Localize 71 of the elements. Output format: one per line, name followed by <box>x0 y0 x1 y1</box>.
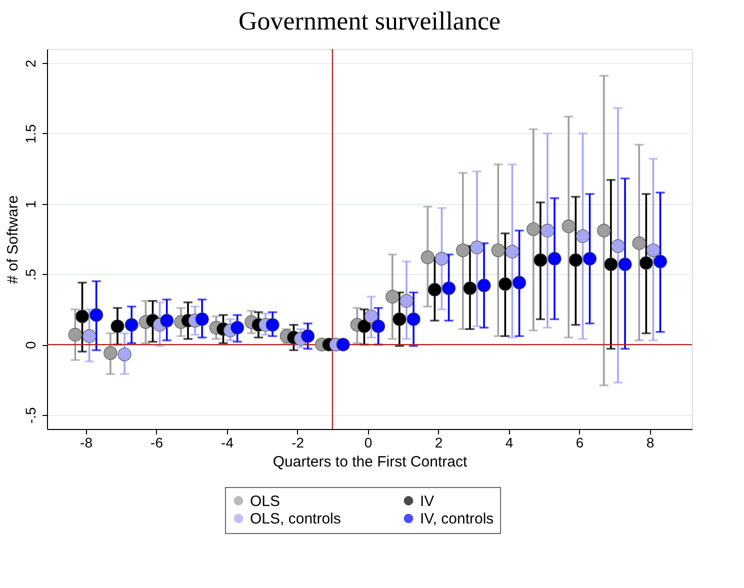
point <box>526 222 540 236</box>
point <box>386 290 400 304</box>
point <box>576 229 590 243</box>
point <box>434 252 449 266</box>
y-tick-label: 1.5 <box>22 124 38 144</box>
point <box>230 320 244 334</box>
y-tick-label: 2 <box>22 59 38 68</box>
y-tick-label: -.5 <box>22 407 38 424</box>
point <box>90 308 104 322</box>
point <box>568 253 583 267</box>
point <box>195 312 209 326</box>
point <box>463 281 477 296</box>
legend-label: OLS, controls <box>250 510 341 528</box>
point <box>160 314 174 328</box>
point <box>357 319 372 334</box>
x-tick-label: -4 <box>221 434 234 450</box>
point <box>406 312 420 326</box>
point <box>534 253 548 267</box>
point <box>420 250 434 264</box>
point <box>611 239 625 253</box>
point <box>498 277 512 291</box>
y-tick-label: 1 <box>22 200 38 208</box>
x-tick-label: -8 <box>80 434 93 450</box>
point <box>104 346 118 360</box>
point <box>562 220 576 234</box>
point <box>604 258 618 272</box>
point <box>639 256 653 270</box>
y-axis-title: # of Software <box>4 195 22 284</box>
point <box>82 329 96 343</box>
point <box>442 281 456 296</box>
point <box>428 282 442 296</box>
point <box>646 243 660 258</box>
x-axis-title: Quarters to the First Contract <box>272 454 468 470</box>
point <box>371 319 386 334</box>
x-tick-label: 0 <box>364 434 372 450</box>
point <box>68 328 82 342</box>
point <box>597 224 611 238</box>
point <box>266 318 280 332</box>
legend-label: IV, controls <box>420 510 494 528</box>
point <box>632 236 646 250</box>
point <box>477 278 491 292</box>
point <box>512 276 526 290</box>
x-tick-label: -6 <box>150 434 164 450</box>
point <box>491 243 505 258</box>
chart-title: Government surveillance <box>238 6 501 36</box>
x-tick-label: 4 <box>505 434 514 450</box>
point <box>505 244 520 258</box>
point <box>456 243 470 258</box>
y-tick-label: 0 <box>22 340 38 349</box>
x-tick-label: 8 <box>646 434 654 450</box>
point <box>470 240 484 254</box>
legend-label: IV <box>420 492 434 510</box>
point <box>582 252 597 266</box>
point <box>110 319 124 334</box>
point <box>653 254 668 268</box>
point <box>618 258 632 272</box>
x-tick-label: -2 <box>292 434 304 450</box>
point <box>75 310 90 324</box>
point <box>301 329 315 343</box>
point <box>118 348 132 362</box>
y-tick-label: .5 <box>22 268 38 281</box>
point <box>336 338 350 352</box>
point <box>392 312 406 326</box>
x-tick-label: 2 <box>434 434 443 450</box>
point <box>400 294 414 308</box>
legend-label: OLS <box>250 492 280 510</box>
x-tick-label: 6 <box>576 434 584 450</box>
point <box>548 252 562 266</box>
point <box>124 318 138 332</box>
point <box>540 224 554 238</box>
point <box>364 310 378 324</box>
